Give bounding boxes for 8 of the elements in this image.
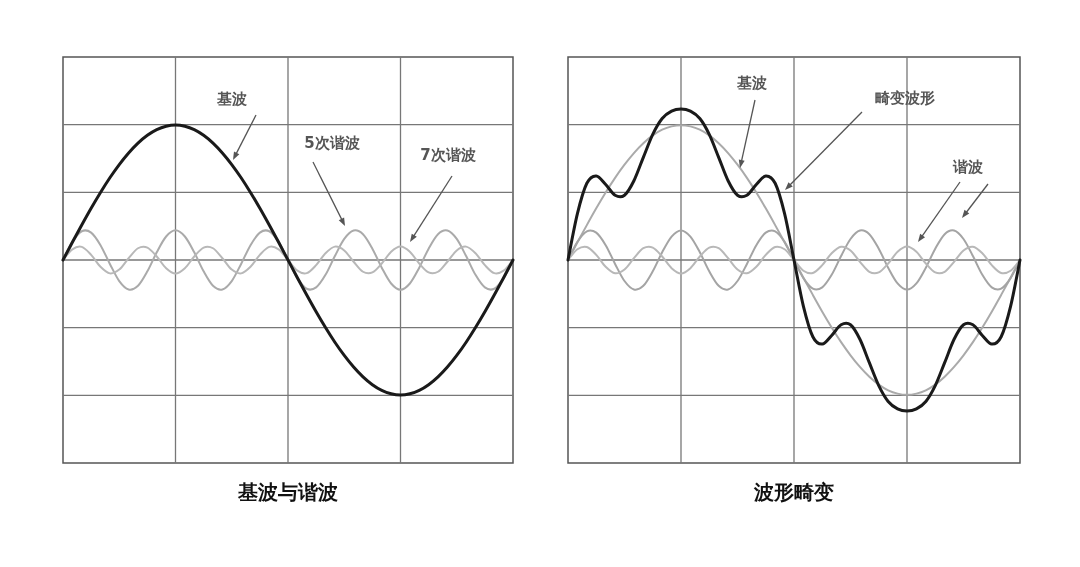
- annotation: 谐波: [952, 158, 983, 176]
- annotation: 7次谐波: [420, 146, 476, 164]
- x-axis-title: 基波与谐波: [237, 480, 338, 504]
- text: 基波: [216, 90, 247, 108]
- text: 畸变波形: [875, 89, 935, 107]
- x-axis-title: 波形畸变: [753, 480, 834, 504]
- text: 基波: [736, 74, 767, 92]
- annotation: 5次谐波: [304, 134, 360, 152]
